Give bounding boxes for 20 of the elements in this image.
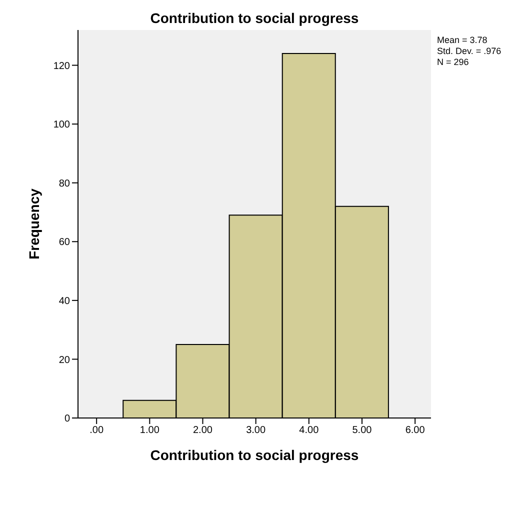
- x-tick-label: 5.00: [352, 425, 372, 436]
- text: Std. Dev. = .976: [437, 46, 502, 57]
- x-tick-label: 4.00: [299, 425, 320, 436]
- x-tick-label: .00: [90, 425, 104, 436]
- x-tick-label: 1.00: [140, 425, 160, 436]
- x-tick-label: 3.00: [246, 425, 266, 436]
- y-tick-label: 20: [58, 354, 70, 366]
- y-tick-label: 60: [58, 237, 70, 248]
- x-tick-label: 2.00: [193, 425, 213, 436]
- y-axis-title: Frequency: [26, 188, 42, 260]
- y-tick-label: 0: [64, 414, 70, 425]
- chart-title: Contribution to social progress: [149, 10, 360, 26]
- y-tick-label: 80: [58, 178, 70, 190]
- y-tick-label: 40: [58, 296, 70, 307]
- text: Mean = 3.78: [437, 35, 488, 46]
- text: N = 296: [437, 57, 470, 68]
- y-tick-label: 100: [53, 120, 70, 131]
- x-tick-label: 6.00: [405, 425, 426, 436]
- y-tick-label: 120: [53, 60, 70, 72]
- x-axis-title: Contribution to social progress: [150, 447, 359, 463]
